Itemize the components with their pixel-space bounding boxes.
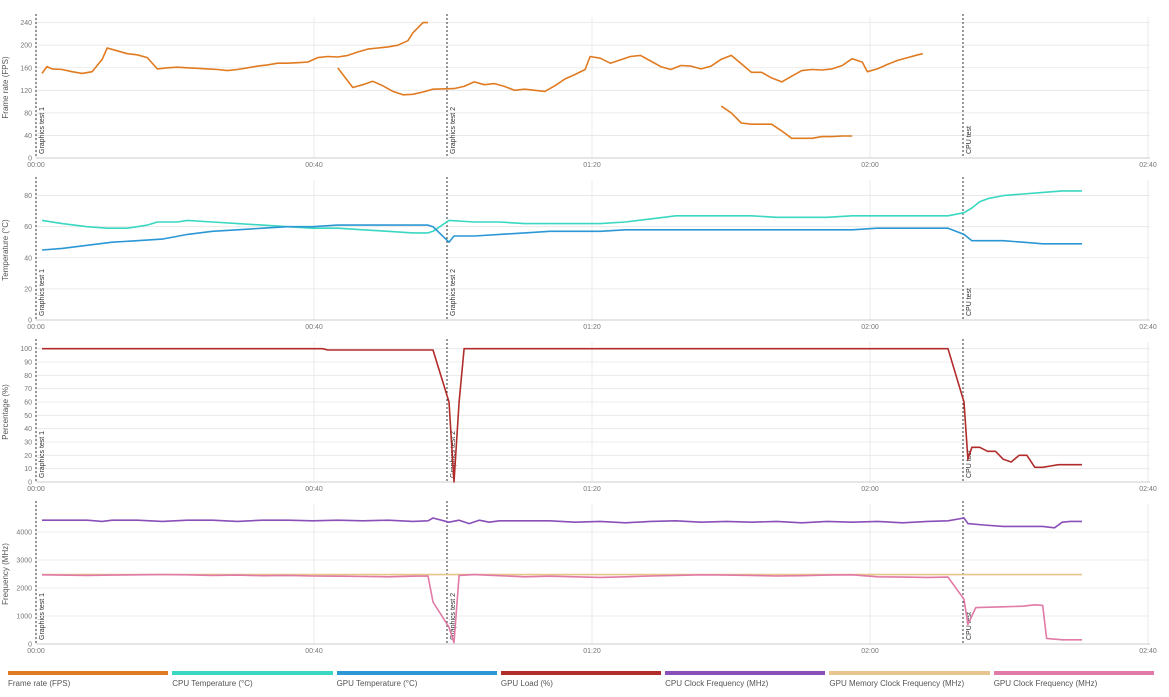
x-tick-label: 00:00	[27, 648, 45, 655]
series-line-gpu-temperature-c	[41, 224, 1082, 251]
series-line-cpu-clock-frequency-mhz	[42, 517, 1082, 529]
x-tick-label: 01:20	[583, 324, 601, 331]
y-tick-label: 40	[24, 255, 32, 262]
x-tick-label: 02:00	[861, 486, 879, 493]
series-line-cpu-temperature-c	[41, 190, 1082, 234]
x-tick-label: 02:00	[861, 324, 879, 331]
x-tick-label: 00:00	[27, 162, 45, 169]
y-tick-label: 0	[28, 480, 32, 487]
test-marker-label: Graphics test 2	[450, 593, 457, 640]
y-tick-label: 80	[24, 193, 32, 200]
series-line-frame-rate-fps	[720, 105, 853, 140]
x-tick-label: 02:40	[1139, 162, 1157, 169]
series-line-frame-rate-fps	[41, 21, 428, 75]
y-axis-label: Temperature (°C)	[1, 219, 10, 281]
x-tick-label: 02:00	[861, 648, 879, 655]
test-marker-label: CPU test	[966, 288, 973, 316]
test-marker-label: Graphics test 1	[39, 269, 46, 316]
chart-panel-3: 0 10 20 30 40 50 60 70 80 90 100 00:00 00:40 01:20 02:…	[1, 339, 1157, 493]
y-tick-label: 4000	[16, 530, 32, 537]
legend-swatch	[829, 671, 990, 675]
y-tick-label: 120	[20, 88, 32, 95]
y-tick-label: 200	[20, 43, 32, 50]
legend-swatch	[500, 671, 662, 675]
legend-swatch	[993, 671, 1154, 675]
y-tick-label: 2000	[16, 586, 32, 593]
y-tick-label: 40	[24, 133, 32, 140]
test-marker-label: CPU test	[966, 450, 973, 478]
y-tick-label: 70	[24, 386, 32, 393]
y-tick-label: 10	[24, 466, 32, 473]
chart-panel-4: 0 1000 2000 3000 4000 00:00 00:40 01:20 02:00 02:…	[1, 501, 1157, 655]
y-tick-label: 240	[20, 20, 32, 27]
x-tick-label: 02:40	[1139, 648, 1157, 655]
y-tick-label: 60	[24, 400, 32, 407]
series-line-gpu-load	[42, 347, 1082, 483]
x-tick-label: 00:00	[27, 324, 45, 331]
x-tick-label: 00:00	[27, 486, 45, 493]
y-tick-label: 100	[20, 346, 32, 353]
y-tick-label: 0	[28, 156, 32, 163]
y-tick-label: 0	[28, 642, 32, 649]
x-tick-label: 02:00	[861, 162, 879, 169]
y-tick-label: 20	[24, 286, 32, 293]
legend-label: GPU Clock Frequency (MHz)	[993, 679, 1098, 688]
x-tick-label: 00:40	[305, 324, 323, 331]
legend-label: GPU Load (%)	[500, 679, 553, 688]
y-axis-label: Frequency (MHz)	[1, 543, 10, 605]
x-tick-label: 00:40	[305, 486, 323, 493]
y-tick-label: 160	[20, 65, 32, 72]
chart-panel-1: 0 40 80 120 160 200 240 00:00 00:40 01:20 02:00 02:…	[1, 14, 1157, 169]
y-tick-label: 40	[24, 426, 32, 433]
y-tick-label: 90	[24, 360, 32, 367]
test-marker-label: Graphics test 2	[450, 431, 457, 478]
x-tick-label: 01:20	[583, 486, 601, 493]
test-marker-label: Graphics test 2	[450, 107, 457, 154]
test-marker-label: Graphics test 1	[39, 593, 46, 640]
x-tick-label: 00:40	[305, 162, 323, 169]
y-axis-label: Percentage (%)	[1, 384, 10, 440]
y-tick-label: 3000	[16, 558, 32, 565]
legend-label: GPU Memory Clock Frequency (MHz)	[829, 679, 965, 688]
x-tick-label: 02:40	[1139, 486, 1157, 493]
y-tick-label: 60	[24, 224, 32, 231]
series-line-frame-rate-fps	[337, 52, 923, 96]
test-marker-label: CPU test	[966, 126, 973, 154]
legend-swatch	[665, 671, 826, 675]
x-tick-label: 02:40	[1139, 324, 1157, 331]
legend-label: CPU Temperature (°C)	[172, 679, 253, 688]
x-tick-label: 01:20	[583, 648, 601, 655]
chart-panel-2: 0 20 40 60 80 00:00 00:40 01:20 02:00 02:40 Temper…	[1, 177, 1157, 331]
legend-label: CPU Clock Frequency (MHz)	[665, 679, 769, 688]
y-tick-label: 1000	[16, 614, 32, 621]
test-marker-label: Graphics test 1	[39, 107, 46, 154]
y-tick-label: 0	[28, 318, 32, 325]
y-tick-label: 80	[24, 373, 32, 380]
y-tick-label: 30	[24, 440, 32, 447]
y-axis-label: Frame rate (FPS)	[1, 56, 10, 119]
legend-label: Frame rate (FPS)	[8, 679, 71, 688]
y-tick-label: 80	[24, 110, 32, 117]
x-tick-label: 00:40	[305, 648, 323, 655]
series-line-gpu-clock-frequency-mhz	[41, 573, 1082, 644]
test-marker-label: Graphics test 1	[39, 431, 46, 478]
legend: Frame rate (FPS) CPU Temperature (°C) GPU …	[8, 671, 1158, 693]
legend-label: GPU Temperature (°C)	[336, 679, 418, 688]
x-tick-label: 01:20	[583, 162, 601, 169]
legend-swatch	[336, 671, 497, 675]
test-marker-label: CPU test	[966, 612, 973, 640]
y-tick-label: 50	[24, 413, 32, 420]
test-marker-label: Graphics test 2	[450, 269, 457, 316]
legend-swatch	[172, 671, 333, 675]
y-tick-label: 20	[24, 453, 32, 460]
legend-swatch	[8, 671, 169, 675]
